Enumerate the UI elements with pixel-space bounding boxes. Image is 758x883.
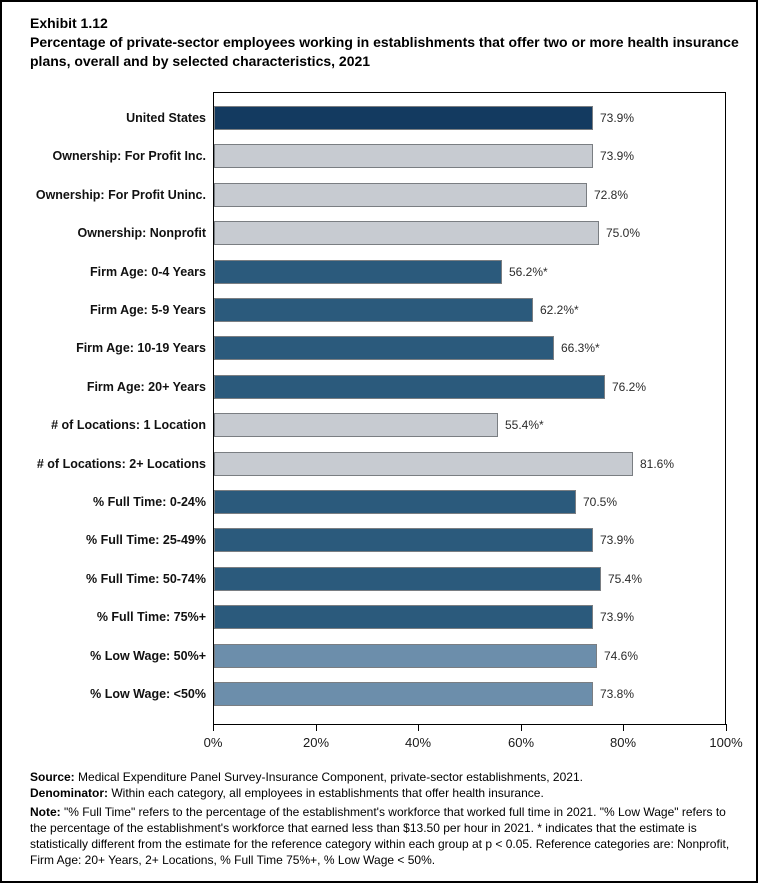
bar [214,452,633,476]
category-label: % Full Time: 25-49% [86,533,206,547]
value-label: 73.9% [600,149,635,163]
chart-title: Percentage of private-sector employees w… [30,34,739,69]
category-label: % Full Time: 50-74% [86,572,206,586]
note-text: "% Full Time" refers to the percentage o… [30,805,730,867]
x-axis-tick-label: 100% [709,735,743,750]
bar [214,490,576,514]
footer: Source: Medical Expenditure Panel Survey… [30,769,744,868]
x-axis-tick-label: 0% [203,735,223,750]
value-label: 73.9% [600,533,635,547]
value-label: 76.2% [612,380,647,394]
value-label: 70.5% [583,495,618,509]
value-label: 66.3%* [561,341,600,355]
category-label: # of Locations: 1 Location [51,418,206,432]
note-line: Note: "% Full Time" refers to the percen… [30,804,744,868]
value-label: 73.9% [600,111,635,125]
bar [214,567,601,591]
denominator-label: Denominator: [30,786,108,800]
value-label: 75.0% [606,226,641,240]
bar [214,528,593,552]
denominator-line: Denominator: Within each category, all e… [30,785,744,801]
category-label: Ownership: For Profit Inc. [52,149,206,163]
category-label: United States [126,111,206,125]
category-label: Ownership: Nonprofit [77,226,206,240]
bar [214,644,597,668]
x-axis-tick [213,724,214,731]
denominator-text: Within each category, all employees in e… [108,786,544,800]
value-label: 73.8% [600,687,635,701]
x-axis-tick-label: 80% [609,735,637,750]
x-axis-tick [726,724,727,731]
value-label: 56.2%* [509,265,548,279]
bar [214,605,593,629]
value-label: 72.8% [594,188,629,202]
category-label: Firm Age: 0-4 Years [89,265,206,279]
bar [214,183,587,207]
bar [214,336,554,360]
category-label: % Full Time: 0-24% [93,495,206,509]
value-label: 62.2%* [540,303,579,317]
exhibit-number: Exhibit 1.12 [30,15,108,31]
category-label: % Full Time: 75%+ [96,610,206,624]
category-label: # of Locations: 2+ Locations [36,457,206,471]
title-block: Exhibit 1.12 Percentage of private-secto… [30,14,746,71]
category-label: Firm Age: 10-19 Years [76,341,206,355]
x-axis-tick [316,724,317,731]
bar [214,106,593,130]
x-axis-tick [623,724,624,731]
category-label: % Low Wage: <50% [90,687,206,701]
bar [214,260,502,284]
source-line: Source: Medical Expenditure Panel Survey… [30,769,744,785]
x-axis-tick-label: 20% [302,735,330,750]
note-label: Note: [30,805,61,819]
category-label: Firm Age: 20+ Years [86,380,206,394]
bar [214,144,593,168]
bar [214,682,593,706]
x-axis-tick [418,724,419,731]
bar [214,375,605,399]
x-axis-tick [521,724,522,731]
x-axis-tick-label: 40% [404,735,432,750]
value-label: 55.4%* [505,418,544,432]
source-label: Source: [30,770,75,784]
category-label: Firm Age: 5-9 Years [89,303,206,317]
category-label: % Low Wage: 50%+ [90,649,206,663]
category-label: Ownership: For Profit Uninc. [35,188,206,202]
bar [214,298,533,322]
x-axis-tick-label: 60% [507,735,535,750]
bar [214,413,498,437]
value-label: 73.9% [600,610,635,624]
value-label: 75.4% [608,572,643,586]
value-label: 74.6% [604,649,639,663]
bar [214,221,599,245]
value-label: 81.6% [640,457,675,471]
source-text: Medical Expenditure Panel Survey-Insuran… [74,770,583,784]
